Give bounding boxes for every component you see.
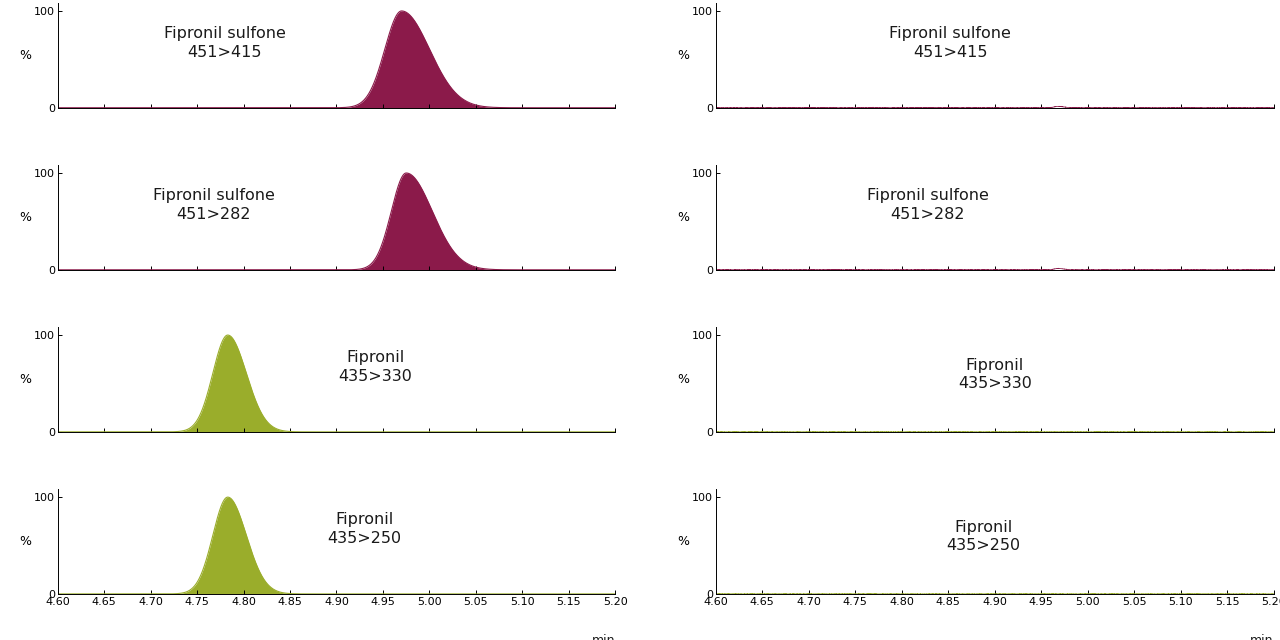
- Text: Fipronil
435>330: Fipronil 435>330: [957, 358, 1032, 391]
- Text: Fipronil
435>330: Fipronil 435>330: [339, 350, 412, 384]
- Text: Fipronil
435>250: Fipronil 435>250: [328, 512, 402, 546]
- Y-axis label: %: %: [677, 49, 690, 62]
- Y-axis label: %: %: [19, 373, 32, 386]
- Text: Fipronil sulfone
451>415: Fipronil sulfone 451>415: [890, 26, 1011, 60]
- Y-axis label: %: %: [677, 373, 690, 386]
- Y-axis label: %: %: [677, 211, 690, 224]
- Y-axis label: %: %: [19, 535, 32, 548]
- Text: Fipronil sulfone
451>282: Fipronil sulfone 451>282: [867, 188, 988, 222]
- Text: Fipronil sulfone
451>415: Fipronil sulfone 451>415: [164, 26, 285, 60]
- Y-axis label: %: %: [677, 535, 690, 548]
- Y-axis label: %: %: [19, 49, 32, 62]
- Text: Fipronil sulfone
451>282: Fipronil sulfone 451>282: [152, 188, 275, 222]
- Y-axis label: %: %: [19, 211, 32, 224]
- Text: min: min: [591, 634, 616, 640]
- Text: min: min: [1251, 634, 1274, 640]
- Text: Fipronil
435>250: Fipronil 435>250: [946, 520, 1020, 553]
